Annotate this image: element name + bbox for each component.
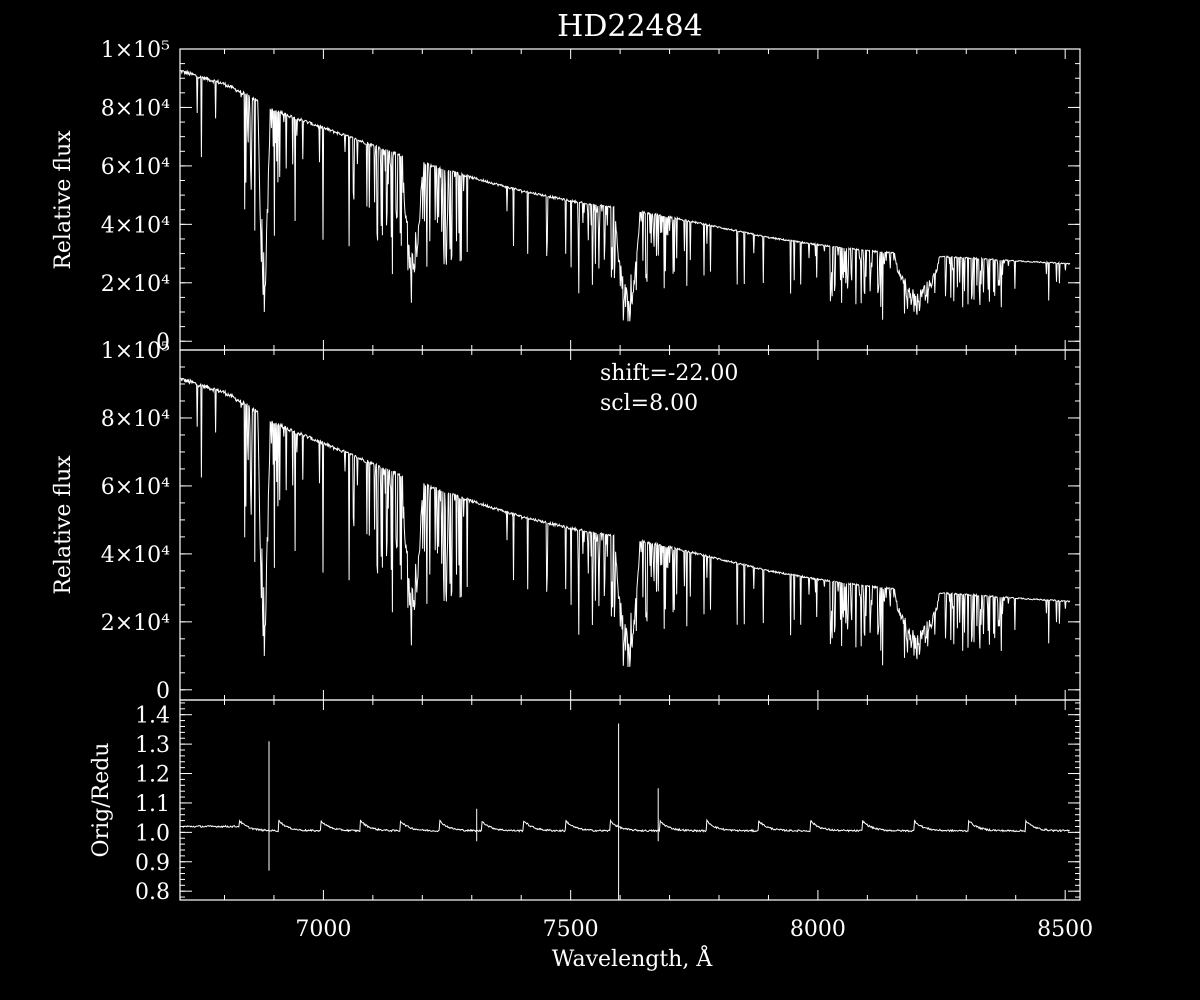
panel-bottom-frame xyxy=(179,699,1081,901)
y-tick-label: 0 xyxy=(156,679,170,704)
y-tick-label: 6×10⁴ xyxy=(101,155,170,180)
y-tick-label: 1×10⁵ xyxy=(101,339,170,364)
y-tick-label: 0.8 xyxy=(135,880,170,905)
panel-bottom-ticks xyxy=(180,700,1080,900)
panel-bottom-ytick-labels: 0.8 0.9 1.0 1.1 1.2 1.3 1.4 xyxy=(135,704,170,905)
annotation-shift: shift=-22.00 xyxy=(600,361,738,386)
y-tick-label: 6×10⁴ xyxy=(101,475,170,500)
x-tick-label: 8500 xyxy=(1037,917,1093,942)
panel-top-ticks xyxy=(180,48,1080,350)
y-tick-label: 1.3 xyxy=(135,733,170,758)
x-tick-label: 7500 xyxy=(543,917,599,942)
y-tick-label: 4×10⁴ xyxy=(101,543,170,568)
annotation-scale: scl=8.00 xyxy=(600,391,698,416)
panel-bottom-ratio: 0.8 0.9 1.0 1.1 1.2 1.3 1.4 7000 7500 8000 8500 O… xyxy=(89,699,1093,972)
y-tick-label: 1.2 xyxy=(135,763,170,788)
panel-top-frame xyxy=(179,48,1081,351)
y-tick-label: 8×10⁴ xyxy=(101,96,170,121)
panel-middle-reduced-spectrum: 0 2×10⁴ 4×10⁴ 6×10⁴ 8×10⁴ 1×10⁵ Relative flux… xyxy=(51,339,1081,704)
panel-top-flux-series xyxy=(179,69,1071,322)
y-tick-label: 0 xyxy=(156,330,170,355)
y-tick-label: 4×10⁴ xyxy=(101,213,170,238)
panel-middle-flux-series xyxy=(179,377,1071,668)
y-tick-label: 2×10⁴ xyxy=(101,272,170,297)
figure-title: HD22484 xyxy=(557,9,703,44)
y-tick-label: 1.4 xyxy=(135,704,170,729)
panel-middle-ytick-labels: 0 2×10⁴ 4×10⁴ 6×10⁴ 8×10⁴ 1×10⁵ xyxy=(101,339,170,704)
x-tick-label: 7000 xyxy=(295,917,351,942)
y-tick-label: 8×10⁴ xyxy=(101,407,170,432)
panel-bottom-ratio-series xyxy=(182,723,1070,900)
x-tick-label: 8000 xyxy=(790,917,846,942)
panel-middle-ticks xyxy=(180,349,1080,700)
panel-top-ytick-labels: 0 2×10⁴ 4×10⁴ 6×10⁴ 8×10⁴ 1×10⁵ xyxy=(101,38,170,355)
y-tick-label: 1×10⁵ xyxy=(101,38,170,63)
panel-middle-ylabel: Relative flux xyxy=(51,455,76,595)
xtick-labels: 7000 7500 8000 8500 xyxy=(295,917,1093,942)
y-tick-label: 2×10⁴ xyxy=(101,611,170,636)
panel-bottom-ylabel: Orig/Redu xyxy=(89,743,114,858)
x-axis-label: Wavelength, Å xyxy=(552,944,714,972)
panel-top-ylabel: Relative flux xyxy=(51,130,76,270)
y-tick-label: 1.1 xyxy=(135,792,170,817)
y-tick-label: 1.0 xyxy=(135,821,170,846)
y-tick-label: 0.9 xyxy=(135,851,170,876)
panel-top-original-spectrum: 0 2×10⁴ 4×10⁴ 6×10⁴ 8×10⁴ 1×10⁵ Relative flux xyxy=(51,38,1081,355)
